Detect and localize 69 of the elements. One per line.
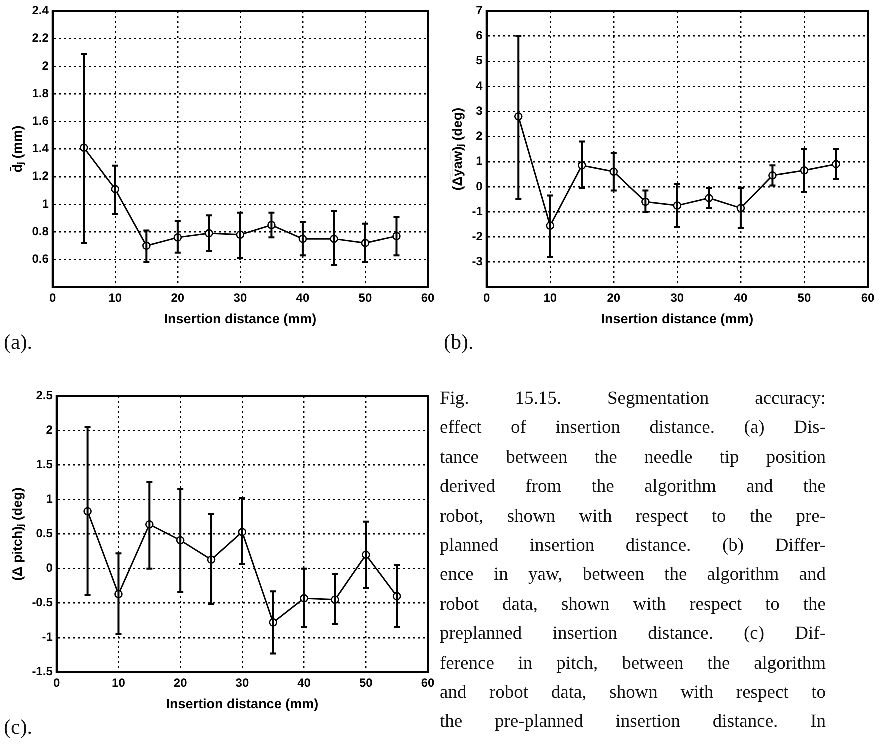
x-tick-label: 50 <box>358 290 372 305</box>
y-tick-label: -3 <box>472 254 484 269</box>
y-tick-label: 2 <box>42 58 50 73</box>
text: ence in yaw, between the algorithm and <box>440 564 826 588</box>
x-tick-label: 10 <box>544 290 558 305</box>
y-tick-label: 1 <box>476 154 484 168</box>
y-axis-title: (Δ pitch)ⱼ (deg) <box>10 488 26 582</box>
text: (b). <box>444 330 475 355</box>
y-tick-label: 2 <box>476 129 484 144</box>
y-tick-label: 6 <box>476 28 484 43</box>
text: ference in pitch, between the algorithm <box>440 652 826 676</box>
text: preplanned insertion distance. (c) Dif- <box>440 623 826 646</box>
text: robot, shown with respect to the pre- <box>440 506 826 529</box>
y-tick-label: 1 <box>46 492 54 506</box>
y-tick-label: 7 <box>476 4 484 18</box>
y-tick-label: -0.5 <box>32 596 54 610</box>
y-tick-label: -1 <box>42 630 54 644</box>
y-tick-label: 2.4 <box>32 4 50 18</box>
x-tick-label: 30 <box>236 676 250 690</box>
text: effect of insertion distance. (a) Dis- <box>440 417 826 440</box>
y-tick-label: 2.2 <box>32 31 50 46</box>
y-tick-label: -2 <box>472 229 484 244</box>
x-tick-label: 60 <box>421 676 435 690</box>
x-tick-label: 50 <box>798 290 812 305</box>
x-axis-title: Insertion distance (mm) <box>164 312 317 327</box>
y-tick-label: -1.5 <box>32 664 54 679</box>
text: and robot data, shown with respect to <box>440 682 826 706</box>
text: derived from the algorithm and the <box>440 476 826 500</box>
x-tick-label: 20 <box>171 290 185 305</box>
text: (c). <box>4 715 34 740</box>
y-axis-title: (Δ̅y̅a̅w̅)ⱼ (deg) <box>450 108 466 191</box>
y-tick-label: 1.6 <box>32 114 50 128</box>
x-tick-label: 60 <box>861 290 875 305</box>
x-tick-label: 40 <box>296 290 310 305</box>
y-tick-label: 2 <box>46 423 54 438</box>
text: the pre-planned insertion distance. In <box>440 711 826 734</box>
x-tick-label: 20 <box>174 676 188 690</box>
y-tick-label: 0.5 <box>36 526 54 541</box>
text: planned insertion distance. (b) Differ- <box>440 535 826 558</box>
caption: Fig. 15.15. Segmentation accuracy: <box>440 388 826 411</box>
x-axis-title: Insertion distance (mm) <box>601 312 754 327</box>
y-tick-label: 2.5 <box>36 388 54 403</box>
y-tick-label: 1.5 <box>36 458 54 472</box>
y-tick-label: 1 <box>42 196 50 211</box>
x-tick-label: 60 <box>421 290 435 305</box>
x-tick-label: 10 <box>112 676 126 690</box>
y-tick-label: 0 <box>476 179 484 194</box>
text: robot data, shown with respect to the <box>440 594 826 617</box>
y-tick-label: 0.6 <box>32 252 50 266</box>
x-tick-label: 10 <box>108 290 122 305</box>
y-tick-label: 0 <box>46 561 54 576</box>
x-tick-label: 50 <box>359 676 374 690</box>
y-axis-title: d̄ⱼ (mm) <box>10 126 26 173</box>
y-tick-label: 3 <box>476 104 484 118</box>
y-tick-label: 1.4 <box>32 142 50 156</box>
y-tick-label: 0.8 <box>32 224 50 238</box>
y-tick-label: -1 <box>472 204 484 218</box>
x-axis-title: Insertion distance (mm) <box>166 696 319 712</box>
y-tick-label: 1.8 <box>32 86 50 100</box>
x-tick-label: 30 <box>670 290 684 305</box>
x-tick-label: 40 <box>298 676 312 690</box>
y-tick-label: 1.2 <box>32 169 50 184</box>
y-tick-label: 5 <box>476 54 484 68</box>
x-tick-label: 30 <box>234 290 248 305</box>
text: tance between the needle tip position <box>440 446 826 470</box>
y-tick-label: 4 <box>476 78 484 93</box>
x-tick-label: 40 <box>734 290 748 305</box>
x-tick-label: 20 <box>607 290 621 305</box>
text: (a). <box>4 330 34 355</box>
